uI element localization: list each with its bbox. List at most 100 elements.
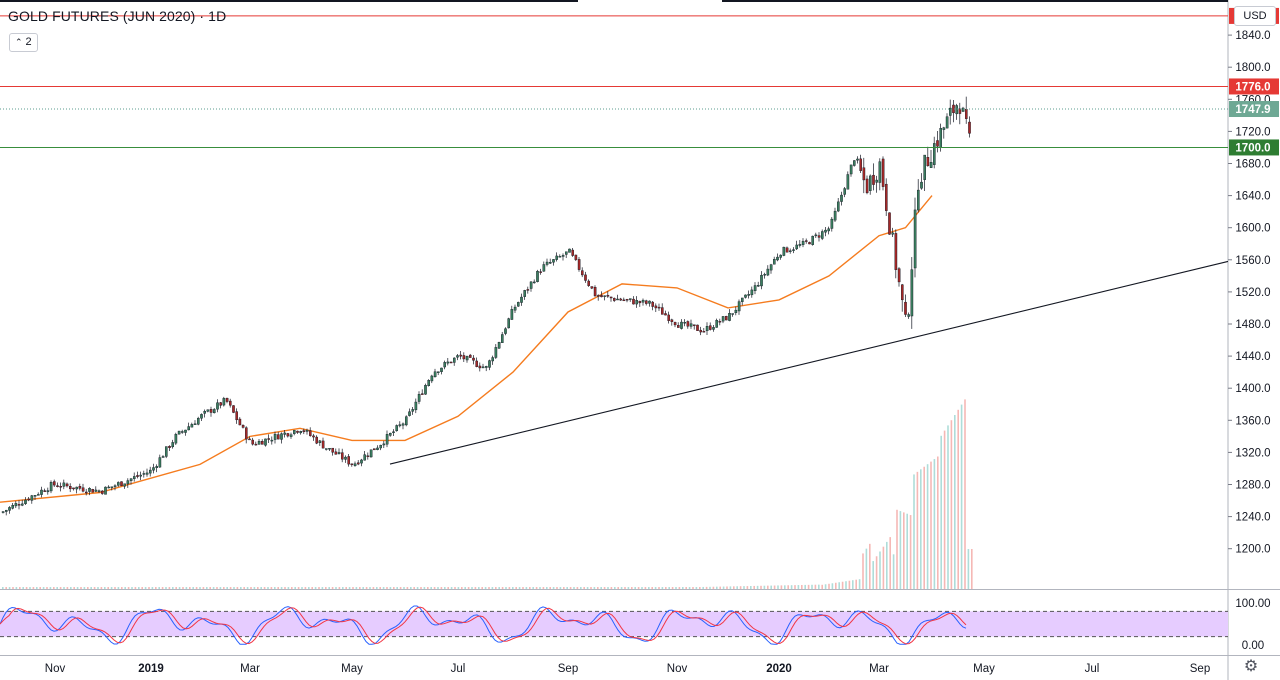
price-tick-label: 1640.0 [1235, 191, 1270, 203]
volume-bar [722, 586, 725, 589]
candle-body [792, 249, 795, 251]
volume-bar [665, 587, 667, 589]
candle-body [933, 143, 936, 165]
volume-bar [777, 585, 779, 589]
candle-body [280, 433, 283, 440]
candle-body [958, 108, 962, 114]
volume-bar [338, 587, 341, 589]
candle-body [344, 456, 347, 460]
volume-bar [229, 587, 232, 589]
volume-bar [5, 587, 7, 589]
candle-body [100, 490, 104, 494]
candle-body [718, 321, 722, 323]
volume-bar [328, 587, 330, 589]
candle-body [53, 481, 56, 486]
candle-body [244, 427, 248, 440]
volume-bar [726, 586, 728, 589]
candle-body [180, 431, 184, 433]
volume-bar [63, 587, 65, 589]
volume-bar [651, 587, 653, 589]
volume-bar [617, 587, 619, 589]
volume-bar [104, 587, 106, 589]
candle-body [33, 495, 37, 497]
volume-bar [879, 551, 881, 589]
indicators-toggle-button[interactable]: ⌃ 2 [9, 33, 38, 52]
candle-body [513, 306, 517, 311]
volume-bar [8, 587, 11, 589]
candle-body [597, 295, 600, 297]
volume-bar [144, 587, 147, 589]
candle-body [561, 255, 565, 257]
candle-body [757, 285, 760, 287]
volume-bar [862, 553, 864, 589]
volume-bar [331, 587, 334, 589]
candle-body [651, 301, 654, 307]
candle-body [520, 296, 523, 303]
volume-bar [814, 584, 817, 589]
symbol-title[interactable]: GOLD FUTURES (JUN 2020) · 1D [8, 8, 227, 24]
candle-body [353, 463, 357, 466]
volume-bar [376, 587, 378, 589]
volume-bar [87, 587, 89, 589]
volume-bar [702, 586, 704, 589]
candle-body [401, 423, 405, 426]
volume-bar [359, 587, 361, 589]
volume-bar [852, 580, 854, 589]
volume-bar [420, 587, 422, 589]
volume-bar [685, 587, 687, 589]
volume-bar [440, 587, 443, 589]
volume-bar [559, 587, 562, 589]
volume-bar [943, 430, 946, 589]
candle-body [421, 393, 424, 395]
candle-body [193, 423, 197, 425]
candle-body [373, 448, 376, 451]
candle-body [200, 414, 203, 419]
volume-bar [66, 587, 69, 589]
volume-bar [471, 587, 473, 589]
volume-bar [495, 587, 497, 589]
volume-bar [756, 585, 759, 589]
candle-body [523, 290, 526, 297]
candle-body [619, 298, 622, 301]
volume-bar [325, 587, 327, 589]
candle-body [680, 321, 683, 329]
volume-bar [583, 587, 585, 589]
volume-bar [199, 587, 201, 589]
volume-bar [342, 587, 344, 589]
candle-body [920, 181, 923, 189]
volume-bar [906, 513, 908, 589]
candle-body [625, 299, 629, 301]
candle-body [689, 323, 693, 327]
volume-bar [631, 587, 633, 589]
volume-bar [712, 586, 715, 589]
candle-body [104, 486, 107, 495]
candle-body [526, 289, 530, 291]
candle-body [552, 259, 555, 263]
candle-body [888, 212, 891, 235]
candle-body [869, 175, 872, 191]
candle-body [593, 286, 597, 297]
volume-bar [107, 587, 109, 589]
volume-bar [603, 587, 606, 589]
candle-body [635, 300, 638, 305]
candle-body [939, 128, 942, 148]
candle-body [273, 433, 277, 440]
candle-body [81, 487, 85, 492]
volume-bar [42, 587, 45, 589]
candle-body [446, 361, 450, 364]
price-tick-label: 1400.0 [1235, 383, 1270, 395]
candle-body [27, 498, 31, 501]
volume-bar [903, 512, 905, 589]
volume-bar [746, 586, 749, 589]
indicator-count: 2 [25, 36, 32, 48]
currency-label[interactable]: USD [1234, 6, 1276, 26]
candle-body [312, 435, 315, 438]
volume-bar [403, 587, 405, 589]
candle-body [664, 313, 667, 316]
volume-bar [233, 587, 235, 589]
gear-icon[interactable]: ⚙ [1243, 658, 1259, 675]
candle-body [853, 160, 856, 166]
volume-bar [811, 584, 813, 589]
volume-bar [260, 587, 262, 589]
